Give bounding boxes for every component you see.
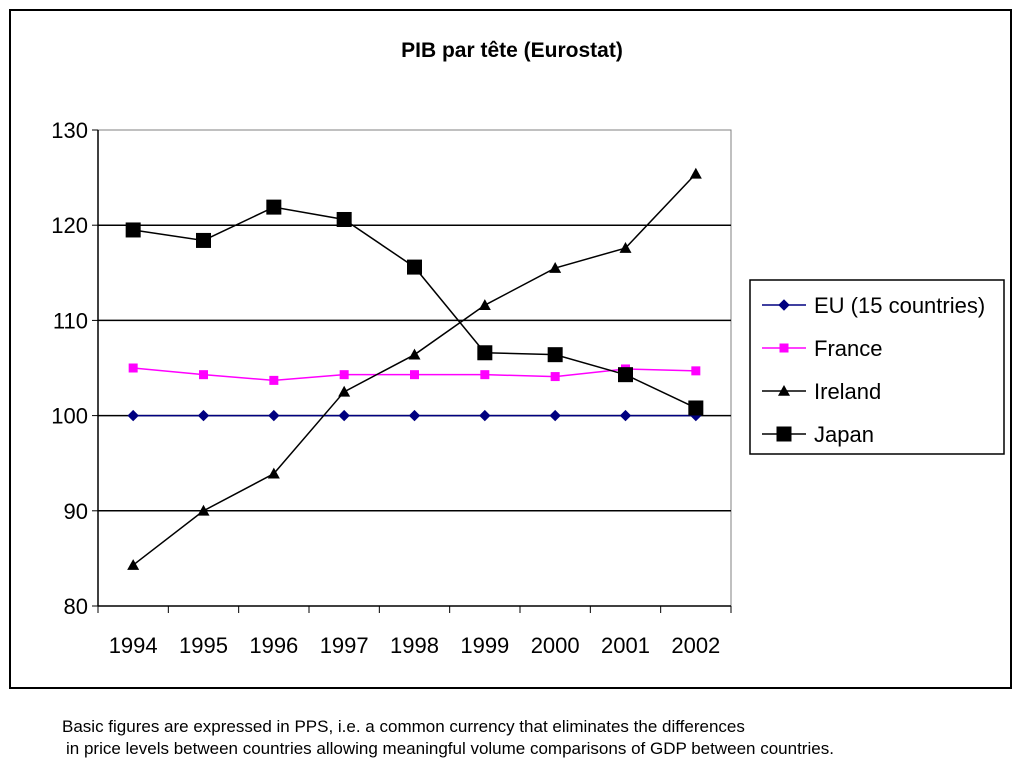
y-tick-label: 90 xyxy=(64,499,88,524)
plot-area xyxy=(97,129,732,607)
data-point xyxy=(408,409,421,422)
x-tick-label: 2001 xyxy=(601,633,650,658)
data-point xyxy=(408,348,421,360)
x-tick-label: 1996 xyxy=(249,633,298,658)
data-point xyxy=(477,345,493,361)
data-point xyxy=(550,372,560,382)
x-tick-label: 2002 xyxy=(671,633,720,658)
series-layer xyxy=(125,167,704,570)
series-eu-15-countries xyxy=(127,409,702,422)
y-tick-label: 100 xyxy=(51,404,88,429)
data-point xyxy=(196,232,211,248)
legend-marker xyxy=(778,299,790,311)
data-point xyxy=(127,409,139,422)
data-point xyxy=(197,504,210,516)
legend-label: EU (15 countries) xyxy=(814,293,985,318)
data-point xyxy=(267,467,280,479)
data-point xyxy=(480,370,490,380)
x-tick-label: 1998 xyxy=(390,633,439,658)
data-point xyxy=(338,385,351,397)
legend-marker xyxy=(776,426,792,442)
data-point xyxy=(125,222,141,238)
x-tick-label: 1999 xyxy=(460,633,509,658)
legend-label: France xyxy=(814,336,882,361)
data-point xyxy=(410,370,419,380)
data-point xyxy=(336,211,352,227)
y-tick-label: 130 xyxy=(51,118,88,143)
data-point xyxy=(619,409,632,422)
footnote-line-2: in price levels between countries allowi… xyxy=(66,739,834,758)
data-point xyxy=(199,370,208,380)
legend: EU (15 countries) France Ireland Japan xyxy=(749,279,1005,455)
data-point xyxy=(618,367,633,383)
data-point xyxy=(689,167,702,179)
footnote: Basic figures are expressed in PPS, i.e.… xyxy=(62,716,1002,760)
series-line xyxy=(132,173,697,566)
data-point xyxy=(691,366,701,376)
series-japan xyxy=(125,199,704,416)
data-point xyxy=(547,347,563,363)
x-tick-label: 1994 xyxy=(109,633,158,658)
footnote-line-1: Basic figures are expressed in PPS, i.e.… xyxy=(62,717,745,736)
y-tick-label: 110 xyxy=(53,308,88,333)
legend-label: Ireland xyxy=(814,379,881,404)
data-point xyxy=(128,363,138,373)
x-tick-label: 1995 xyxy=(179,633,228,658)
data-point xyxy=(549,262,562,273)
data-point xyxy=(478,299,491,310)
x-tick-label: 1997 xyxy=(320,633,369,658)
y-tick-label: 120 xyxy=(51,213,88,238)
data-point xyxy=(127,559,140,570)
line-chart: PIB par tête (Eurostat) 80 90 100 110 120 130… xyxy=(51,39,1005,658)
gridlines xyxy=(97,129,732,607)
data-point xyxy=(339,370,349,380)
y-tick-label: 80 xyxy=(64,594,88,619)
legend-marker xyxy=(779,343,789,353)
legend-label: Japan xyxy=(814,422,874,447)
data-point xyxy=(269,375,279,385)
data-point xyxy=(268,409,280,422)
data-point xyxy=(688,400,704,416)
legend-box xyxy=(749,279,1005,455)
x-tick-label: 2000 xyxy=(531,633,580,658)
data-point xyxy=(549,409,561,422)
data-point xyxy=(479,409,491,422)
series-ireland xyxy=(127,167,702,570)
data-point xyxy=(266,199,282,215)
series-france xyxy=(128,363,701,385)
chart-title: PIB par tête (Eurostat) xyxy=(401,39,623,62)
data-point xyxy=(407,259,422,275)
data-point xyxy=(197,409,210,422)
legend-marker xyxy=(778,385,790,396)
axes: 80 90 100 110 120 130 1994 1995 1996 1997 1998 1999… xyxy=(51,118,732,658)
data-point xyxy=(338,409,350,422)
data-point xyxy=(619,242,632,253)
